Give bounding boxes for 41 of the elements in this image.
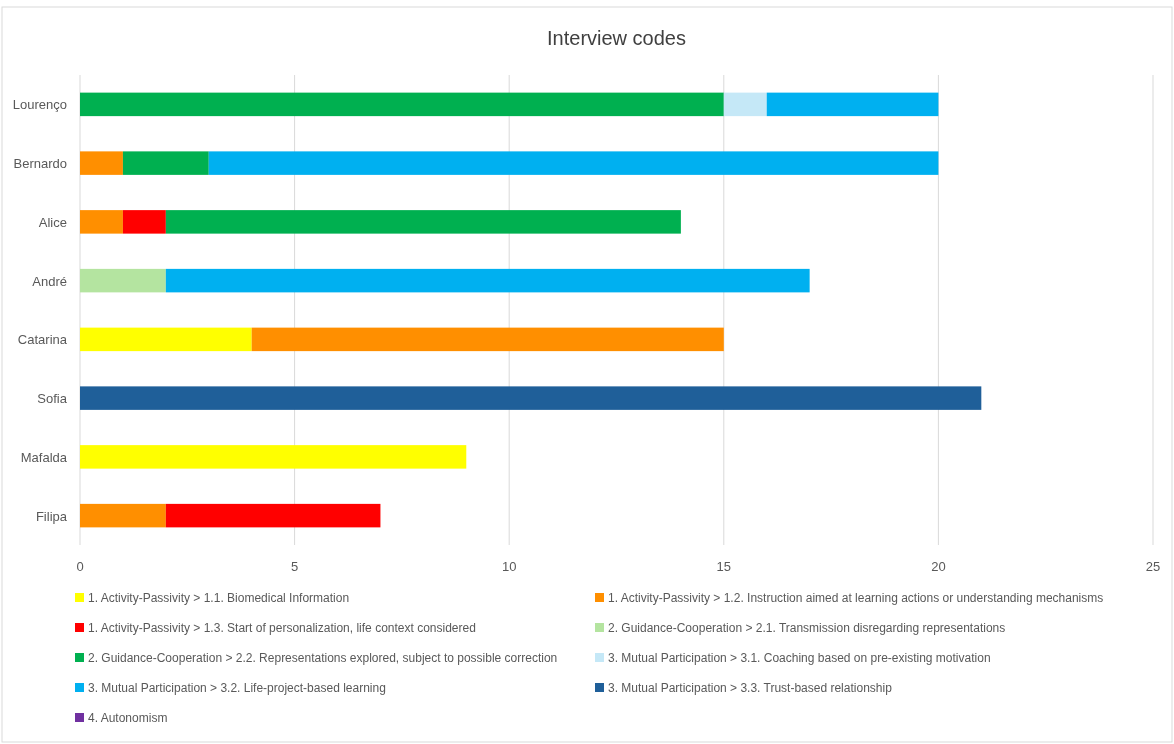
y-tick-label: Mafalda bbox=[20, 449, 68, 465]
bar bbox=[80, 92, 724, 117]
legend-label: 1. Activity-Passivity > 1.3. Start of personalization, life context considered bbox=[88, 621, 476, 635]
bar bbox=[165, 210, 681, 234]
bar bbox=[165, 503, 381, 528]
x-tick-label: 20 bbox=[931, 559, 946, 574]
y-tick-label: Alice bbox=[38, 214, 67, 230]
legend-label: 3. Mutual Participation > 3.3. Trust-based relationship bbox=[608, 681, 893, 695]
legend-label: 1. Activity-Passivity > 1.2. Instruction aimed at learning actions or understanding mechanisms bbox=[608, 591, 1104, 605]
y-tick-label: Bernardo bbox=[13, 156, 67, 172]
legend-label: 2. Guidance-Cooperation > 2.1. Transmission disregarding representations bbox=[608, 621, 1006, 635]
bar bbox=[208, 151, 939, 175]
x-tick-label: 5 bbox=[290, 559, 299, 574]
bar bbox=[80, 327, 252, 352]
x-tick-label: 10 bbox=[501, 559, 517, 574]
legend-label: 1. Activity-Passivity > 1.1. Biomedical Information bbox=[88, 591, 350, 605]
bar bbox=[80, 445, 467, 469]
y-tick-label: Lourenço bbox=[12, 97, 67, 113]
y-tick-label: Catarina bbox=[17, 332, 68, 348]
y-tick-label: André bbox=[32, 273, 67, 289]
y-tick-label: Sofia bbox=[37, 391, 68, 407]
bar bbox=[80, 210, 123, 234]
legend-label: 4. Autonomism bbox=[88, 711, 168, 725]
bar bbox=[80, 151, 123, 175]
bar bbox=[766, 92, 939, 117]
x-tick-label: 0 bbox=[76, 559, 84, 574]
chart-title: Interview codes bbox=[547, 27, 686, 49]
bar bbox=[723, 92, 767, 117]
legend-label: 3. Mutual Participation > 3.1. Coaching based on pre-existing motivation bbox=[608, 651, 991, 665]
bar bbox=[165, 268, 810, 293]
x-tick-label: 25 bbox=[1145, 559, 1161, 574]
bar bbox=[122, 210, 166, 234]
y-tick-label: Filipa bbox=[35, 508, 68, 524]
bar bbox=[80, 386, 982, 410]
legend-label: 3. Mutual Participation > 3.2. Life-project-based learning bbox=[88, 681, 386, 695]
bar bbox=[122, 151, 209, 175]
x-tick-label: 15 bbox=[716, 559, 732, 574]
bar bbox=[80, 503, 166, 528]
bar bbox=[80, 268, 166, 293]
bar bbox=[251, 327, 724, 352]
legend-label: 2. Guidance-Cooperation > 2.2. Representations explored, subject to possible correction bbox=[88, 651, 558, 665]
